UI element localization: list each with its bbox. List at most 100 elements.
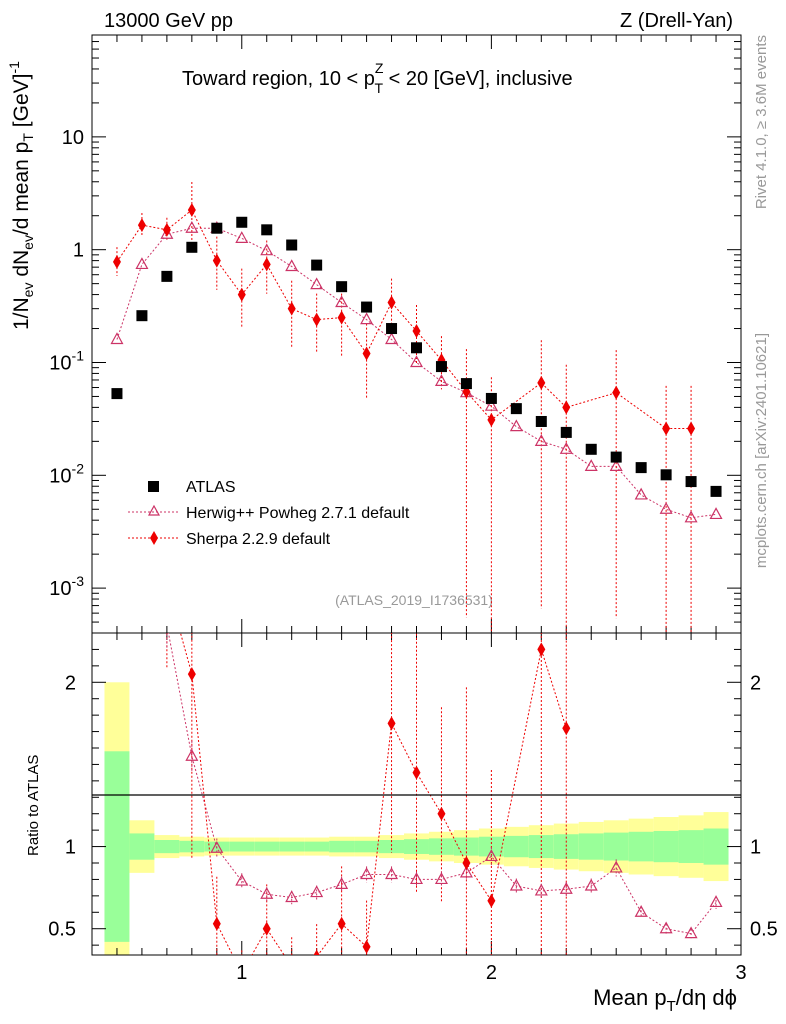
herwig-ratio-point xyxy=(634,905,648,917)
atlas-point xyxy=(710,485,722,497)
sherpa-ratio-point xyxy=(212,916,221,931)
sherpa-point xyxy=(162,222,171,237)
sherpa-point xyxy=(537,375,546,390)
legend-atlas-marker xyxy=(148,481,159,492)
herwig-point xyxy=(559,442,573,454)
ratio-band-green xyxy=(279,841,305,852)
atlas-point xyxy=(311,259,323,271)
sherpa-point xyxy=(337,310,346,325)
legend-atlas-label: ATLAS xyxy=(186,479,236,496)
sherpa-ratio-point xyxy=(288,960,296,974)
herwig-point xyxy=(285,259,299,272)
y-tick-label-ratio: 1 xyxy=(65,837,76,859)
x-tick-label: 1 xyxy=(236,962,247,984)
sherpa-point xyxy=(487,412,496,427)
y-tick-label-main: 10-1 xyxy=(49,347,84,374)
sherpa-ratio-point xyxy=(437,806,446,821)
herwig-point xyxy=(310,277,324,290)
ratio-band-green xyxy=(154,840,180,854)
herwig-point xyxy=(534,434,548,446)
title-subscript: T xyxy=(374,80,383,96)
ratio-band-green xyxy=(678,830,704,863)
atlas-point xyxy=(386,323,398,335)
atlas-point xyxy=(286,239,298,251)
atlas-point xyxy=(510,403,522,415)
y-tick-label-ratio-right: 0.5 xyxy=(750,919,778,941)
herwig-point xyxy=(110,332,124,345)
y-axis-label-main: 1/Nev dNev/d mean pT [GeV]-1 xyxy=(6,61,36,330)
sherpa-ratio-point xyxy=(412,765,421,780)
y-tick-label-main: 10 xyxy=(62,127,84,149)
legend-sherpa-marker xyxy=(150,531,158,545)
sherpa-point xyxy=(562,400,571,415)
ratio-band-green xyxy=(578,833,604,860)
sherpa-point xyxy=(237,287,246,302)
herwig-ratio-point xyxy=(509,878,523,891)
herwig-ratio-point xyxy=(534,883,548,896)
header-left-label: 13000 GeV pp xyxy=(104,10,233,32)
atlas-point xyxy=(161,270,173,282)
herwig-point xyxy=(160,227,174,239)
herwig-point xyxy=(434,374,448,386)
herwig-ratio-point xyxy=(310,885,324,898)
y-tick-label-ratio: 0.5 xyxy=(48,919,76,941)
herwig-ratio-point xyxy=(459,865,473,878)
herwig-point xyxy=(260,243,274,256)
atlas-point xyxy=(211,222,223,234)
atlas-point xyxy=(460,378,472,390)
herwig-point xyxy=(584,459,598,471)
ratio-band-green xyxy=(528,835,554,859)
sherpa-point xyxy=(287,301,296,316)
ratio-band-green xyxy=(329,840,355,853)
ratio-band-green xyxy=(304,841,330,852)
sherpa-point xyxy=(662,421,671,436)
x-tick-label: 3 xyxy=(735,962,746,984)
sherpa-ratio-line xyxy=(179,633,567,955)
herwig-ratio-point xyxy=(484,849,498,862)
herwig-ratio-point xyxy=(210,840,224,853)
herwig-point xyxy=(484,398,498,411)
y-tick-label-main: 10-3 xyxy=(49,573,84,600)
ratio-band-green xyxy=(603,832,629,861)
atlas-point xyxy=(336,281,348,293)
herwig-ratio-point xyxy=(235,873,249,886)
side-mcplots-label: mcplots.cern.ch [arXiv:2401.10621] xyxy=(753,333,770,568)
sherpa-point xyxy=(612,385,621,400)
herwig-point xyxy=(135,257,149,270)
atlas-point xyxy=(560,426,572,438)
sherpa-ratio-point xyxy=(262,921,271,936)
herwig-point xyxy=(360,312,374,325)
atlas-point xyxy=(136,310,148,322)
sherpa-point xyxy=(687,421,696,436)
ratio-band-green xyxy=(129,833,155,860)
analysis-id-label: (ATLAS_2019_I1736531) xyxy=(335,592,493,608)
axis-tick-labels: 1 2 3 10-3 10-2 10-1 1 10 0.5 0.5 1 1 2 2 xyxy=(48,127,778,984)
sherpa-ratio-point xyxy=(387,716,396,731)
ratio-uncertainty-bands xyxy=(104,682,729,955)
herwig-point xyxy=(509,419,523,432)
atlas-point xyxy=(585,443,597,455)
sherpa-ratio-point xyxy=(313,949,320,955)
y-tick-label-main: 1 xyxy=(73,240,84,262)
herwig-ratio-point xyxy=(360,867,374,880)
atlas-point xyxy=(236,216,248,228)
atlas-point xyxy=(485,392,497,404)
herwig-point xyxy=(235,231,249,243)
atlas-point xyxy=(111,388,123,400)
herwig-ratio-point xyxy=(609,860,623,873)
ratio-band-green xyxy=(354,840,380,853)
sherpa-ratio-point xyxy=(362,939,371,954)
herwig-point xyxy=(409,355,424,368)
herwig-point xyxy=(684,510,698,523)
sherpa-point xyxy=(387,295,396,310)
legend: ATLAS Herwig++ Powheg 2.7.1 default Sher… xyxy=(128,479,410,548)
atlas-point xyxy=(435,361,447,373)
atlas-point xyxy=(535,415,547,427)
sherpa-point xyxy=(362,346,371,361)
ratio-band-green xyxy=(428,838,454,855)
sherpa-point xyxy=(137,218,146,233)
atlas-point xyxy=(411,342,422,354)
herwig-ratio-point xyxy=(684,926,698,939)
herwig-ratio-point xyxy=(285,890,299,903)
